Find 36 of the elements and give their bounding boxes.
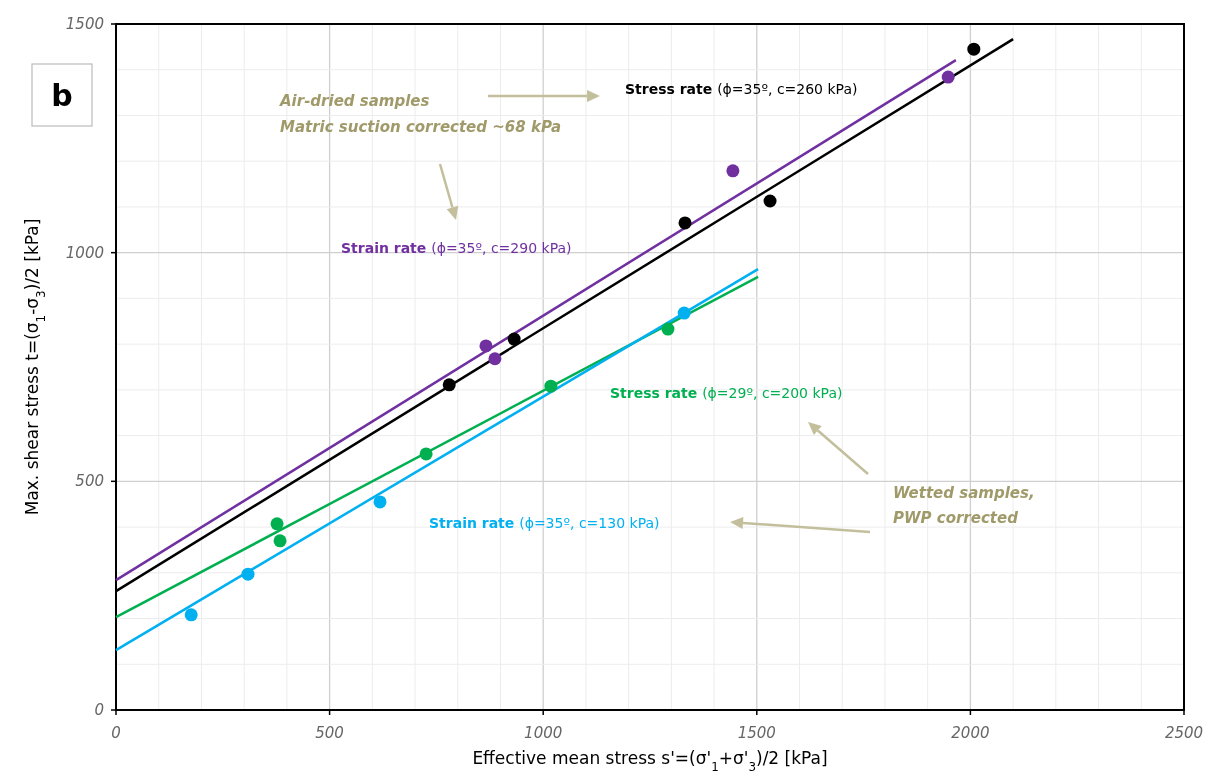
x-tick-label: 2000 [951, 724, 990, 742]
x-tick-label: 1000 [524, 724, 563, 742]
point [270, 517, 284, 531]
point [241, 567, 255, 581]
text: Stress rate (ϕ=35º, c=260 kPa) [625, 81, 858, 97]
annotation: Air-dried samples Matric suction corrected ~68 kPa [279, 92, 562, 136]
annotation: Wetted samples, PWP corrected [893, 484, 1035, 527]
point [373, 495, 387, 509]
point [763, 194, 777, 208]
point [661, 322, 675, 336]
text: b [51, 78, 73, 113]
point [941, 70, 955, 84]
x-tick-label: 0 [111, 724, 121, 742]
point [419, 447, 433, 461]
point [967, 42, 981, 56]
point [544, 379, 558, 393]
x-axis-title: Effective mean stress s'=(σ'$_{1}$+σ'$_{3}$)/2 [kPa] [472, 748, 828, 774]
point [184, 608, 198, 622]
series-label: Stress rate (ϕ=29º, c=200 kPa) [610, 385, 843, 401]
point [726, 164, 740, 178]
point [507, 332, 521, 346]
point [442, 378, 456, 392]
point [678, 216, 692, 230]
x-tick-label: 1500 [737, 724, 776, 742]
y-tick-label: 1000 [65, 243, 104, 262]
y-tick-label: 0 [94, 701, 104, 719]
point [479, 339, 493, 353]
y-tick-label: 1500 [65, 15, 104, 33]
point [273, 534, 287, 548]
y-tick-label: 500 [75, 472, 104, 491]
x-tick-label: 2500 [1164, 724, 1204, 742]
point [677, 306, 691, 320]
point [488, 352, 502, 366]
x-tick-label: 500 [315, 724, 344, 742]
text: Strain rate (ϕ=35º, c=130 kPa) [429, 515, 660, 531]
text: Strain rate (ϕ=35º, c=290 kPa) [341, 240, 572, 256]
